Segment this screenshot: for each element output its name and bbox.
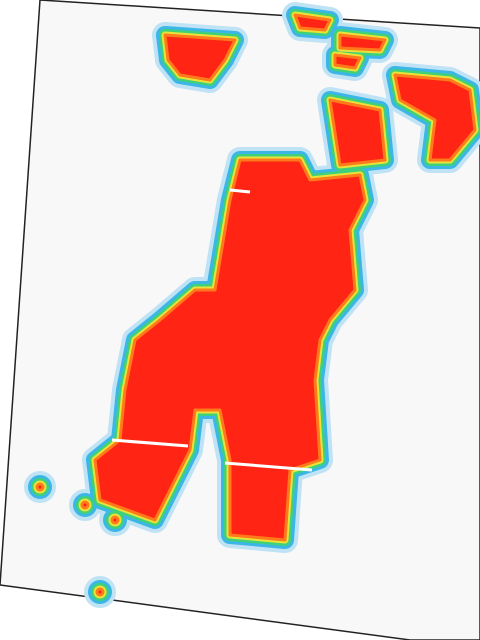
gap-lines <box>111 188 313 472</box>
